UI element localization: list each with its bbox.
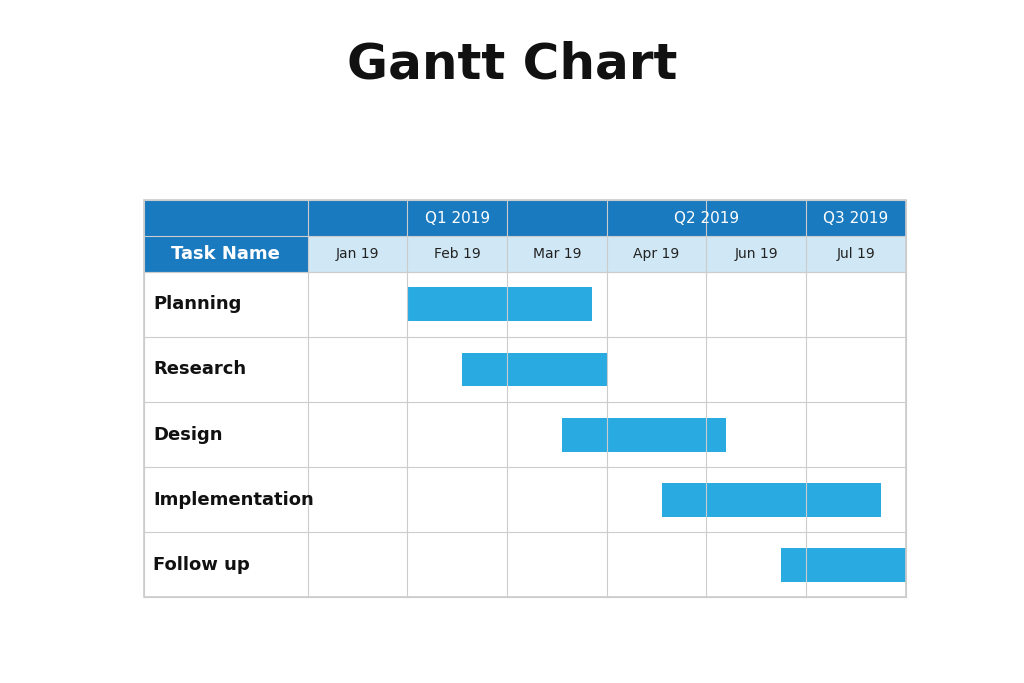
Bar xyxy=(143,532,906,598)
Text: Feb 19: Feb 19 xyxy=(434,247,480,261)
Bar xyxy=(408,288,592,321)
Text: Mar 19: Mar 19 xyxy=(532,247,581,261)
Text: Implementation: Implementation xyxy=(154,490,314,509)
Text: Jul 19: Jul 19 xyxy=(837,247,876,261)
Text: Q1 2019: Q1 2019 xyxy=(425,210,489,225)
Bar xyxy=(462,352,606,387)
Bar xyxy=(307,236,906,272)
Bar xyxy=(781,548,905,582)
Bar xyxy=(143,402,906,467)
Bar xyxy=(662,483,881,516)
Text: Jan 19: Jan 19 xyxy=(336,247,379,261)
Text: Research: Research xyxy=(154,361,247,378)
Text: Q2 2019: Q2 2019 xyxy=(674,210,739,225)
Text: Design: Design xyxy=(154,426,223,443)
Bar xyxy=(143,467,906,532)
Text: Apr 19: Apr 19 xyxy=(634,247,680,261)
Bar xyxy=(143,200,906,236)
Text: Gantt Chart: Gantt Chart xyxy=(347,41,677,89)
Text: Planning: Planning xyxy=(154,295,242,313)
Bar xyxy=(143,200,307,272)
Bar xyxy=(562,418,726,451)
Text: Follow up: Follow up xyxy=(154,556,250,574)
Text: Jun 19: Jun 19 xyxy=(734,247,778,261)
Bar xyxy=(143,272,906,337)
Bar xyxy=(143,200,906,598)
Text: Task Name: Task Name xyxy=(171,245,281,263)
Bar xyxy=(143,337,906,402)
Text: Q3 2019: Q3 2019 xyxy=(823,210,889,225)
